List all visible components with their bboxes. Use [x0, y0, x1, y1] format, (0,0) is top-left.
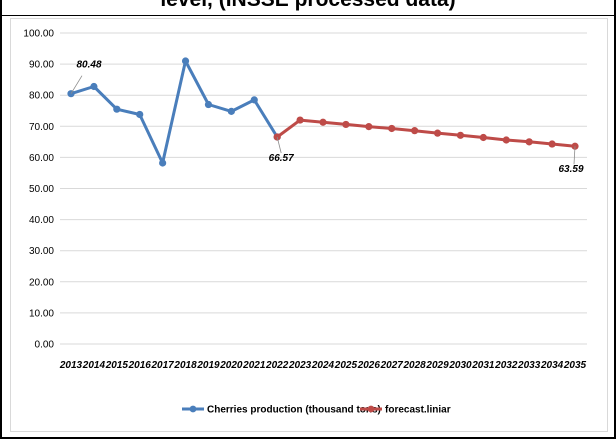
frame-left-border: [0, 0, 2, 439]
frame-right-border: [614, 0, 616, 439]
frame-bottom-border: [0, 437, 616, 439]
data-label: 66.57: [269, 153, 294, 164]
x-tick-label: 2018: [173, 360, 197, 371]
y-tick-label: 30.00: [29, 246, 54, 257]
legend-swatch-marker: [189, 405, 197, 413]
x-tick-label: 2024: [311, 360, 335, 371]
data-point: [181, 57, 190, 65]
x-tick-label: 2023: [288, 360, 312, 371]
annotations: 80.48 66.57 63.59: [70, 60, 584, 175]
data-point: [273, 133, 281, 141]
figure-heading: level, (INSSE processed data): [0, 0, 616, 13]
data-point: [250, 96, 258, 104]
series-line-1: [276, 118, 576, 148]
data-point: [136, 110, 144, 119]
x-tick-label: 2026: [357, 360, 381, 371]
x-tick-label: 2017: [151, 360, 175, 371]
data-label: 63.59: [558, 164, 583, 175]
legend: Cherries production (thousand tons) forec…: [182, 405, 451, 416]
data-point: [342, 120, 350, 129]
y-tick-label: 60.00: [29, 153, 54, 164]
x-tick-label: 2034: [540, 360, 564, 371]
data-point: [433, 129, 442, 137]
x-tick-label: 2013: [59, 360, 83, 371]
annotation-leader: [573, 146, 576, 165]
x-axis-ticks: 2013 2014 2015 2016 2017 2018 2019 2020 2021 2022…: [59, 360, 587, 371]
data-point: [388, 124, 396, 133]
x-tick-label: 2035: [563, 360, 587, 371]
y-tick-label: 100.00: [23, 29, 54, 40]
y-axis-ticks: 0.00 10.00 20.00 30.00 40.00 50.00 60.00 70.00 8…: [23, 29, 54, 351]
y-tick-label: 10.00: [29, 308, 54, 319]
legend-swatch-marker: [367, 405, 375, 413]
x-tick-label: 2020: [219, 360, 243, 371]
data-point: [456, 131, 465, 139]
x-tick-label: 2025: [334, 360, 358, 371]
x-tick-label: 2032: [494, 360, 518, 371]
annotation-leader: [276, 136, 282, 154]
legend-label: forecast.liniar: [385, 405, 451, 416]
data-point: [90, 82, 98, 91]
gridlines: [60, 32, 587, 345]
y-tick-label: 70.00: [29, 122, 54, 133]
y-tick-label: 80.00: [29, 91, 54, 102]
x-tick-label: 2021: [242, 360, 266, 371]
x-tick-label: 2029: [425, 360, 449, 371]
y-tick-label: 90.00: [29, 60, 54, 71]
y-tick-label: 40.00: [29, 215, 54, 226]
data-point: [548, 140, 556, 148]
data-point: [319, 118, 327, 126]
data-point: [113, 105, 121, 113]
x-tick-label: 2033: [517, 360, 541, 371]
y-tick-label: 0.00: [35, 340, 55, 351]
x-tick-label: 2014: [82, 360, 106, 371]
data-point: [296, 116, 304, 124]
data-point: [159, 159, 167, 167]
data-point: [502, 136, 510, 144]
series-line-0: [70, 59, 279, 165]
x-tick-label: 2015: [105, 360, 129, 371]
annotation-leader: [70, 75, 83, 94]
chart-area: [10, 18, 608, 432]
y-tick-label: 20.00: [29, 277, 54, 288]
data-point: [479, 133, 487, 142]
x-tick-label: 2031: [471, 360, 495, 371]
data-label: 80.48: [76, 60, 101, 71]
x-tick-label: 2019: [196, 360, 220, 371]
y-tick-label: 50.00: [29, 184, 54, 195]
x-tick-label: 2028: [403, 360, 427, 371]
x-tick-label: 2030: [448, 360, 472, 371]
data-point: [365, 123, 373, 131]
x-tick-label: 2027: [380, 360, 404, 371]
heading-rule: [0, 15, 616, 16]
x-tick-label: 2016: [128, 360, 152, 371]
data-point: [411, 127, 419, 135]
data-point: [227, 107, 235, 115]
x-tick-label: 2022: [265, 360, 289, 371]
data-point: [204, 100, 213, 109]
data-point: [525, 138, 533, 146]
series-group: [67, 57, 579, 167]
legend-label: Cherries production (thousand tons): [207, 405, 381, 416]
